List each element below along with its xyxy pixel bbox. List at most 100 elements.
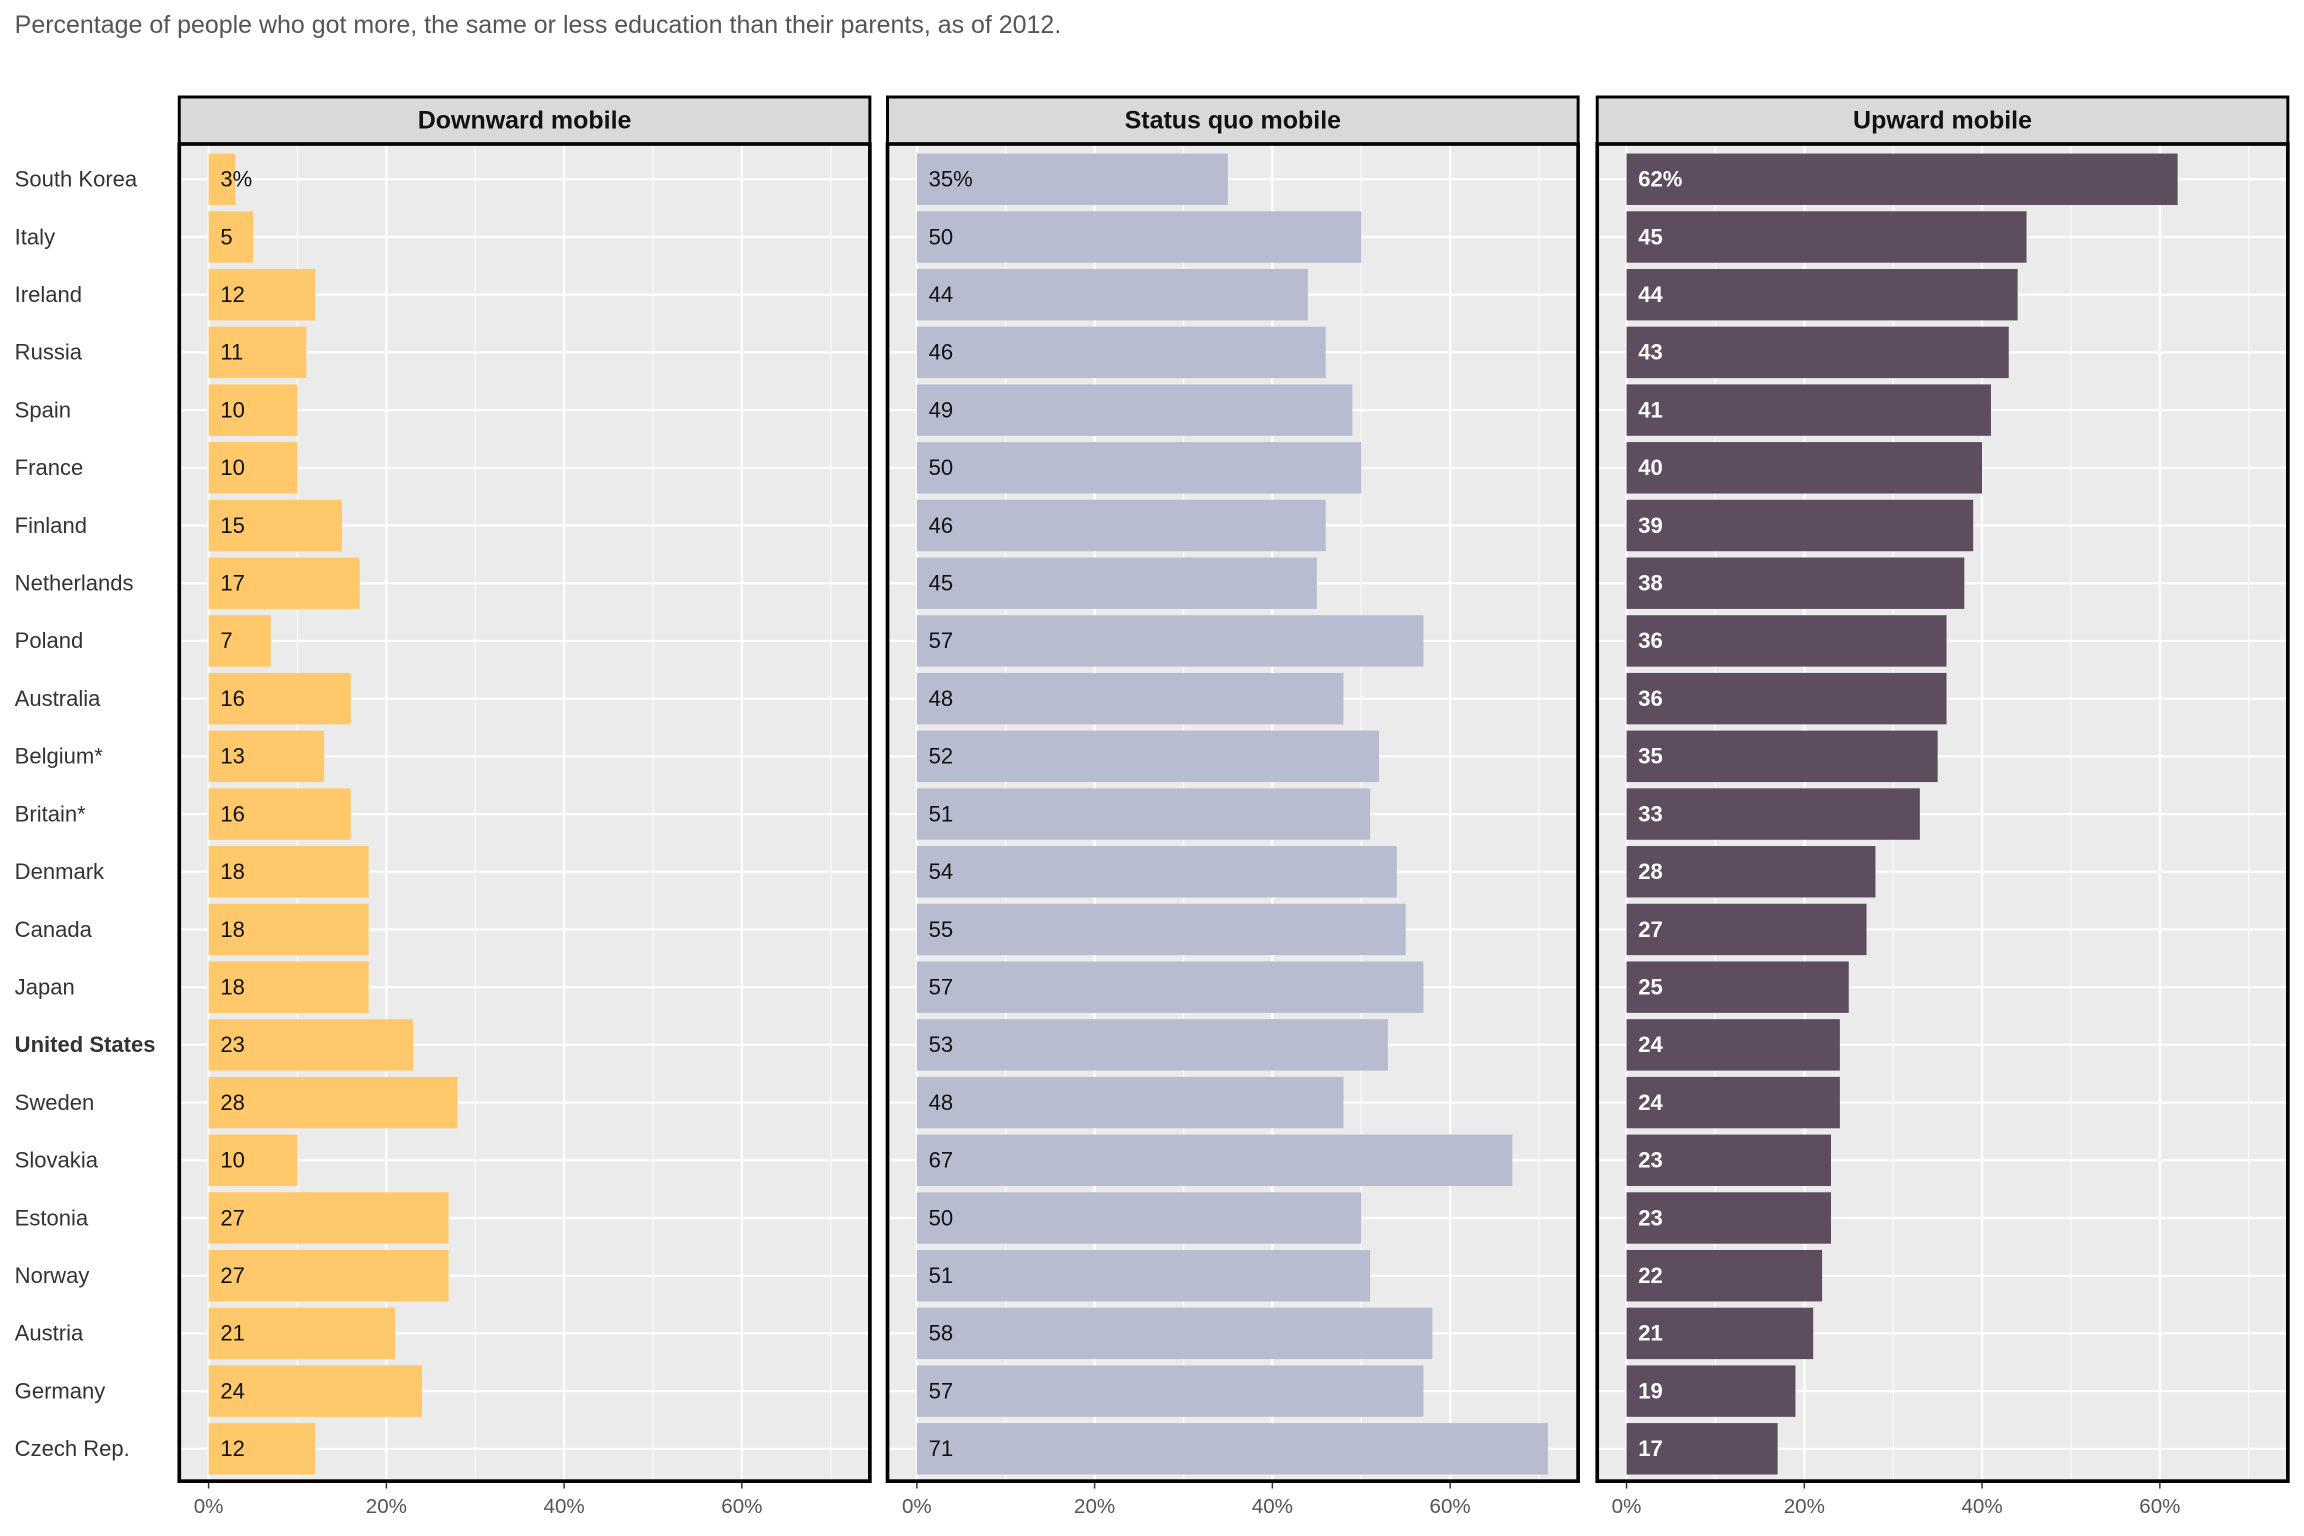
- bar: [1626, 615, 1947, 667]
- category-label: Norway: [15, 1263, 90, 1288]
- value-label: 35: [1638, 744, 1663, 769]
- x-tick-label: 40%: [1252, 1495, 1293, 1518]
- bar: [1626, 1307, 1814, 1360]
- value-label: 58: [929, 1321, 954, 1346]
- value-label: 16: [220, 801, 245, 826]
- panel-title: Downward mobile: [418, 107, 632, 135]
- value-label: 23: [1638, 1205, 1663, 1230]
- bar: [916, 211, 1362, 263]
- category-label: France: [15, 455, 84, 480]
- chart-title: Percentage of people who got more, the s…: [15, 11, 1062, 39]
- category-label: Slovakia: [15, 1148, 99, 1173]
- bar: [1626, 1365, 1796, 1417]
- value-label: 10: [220, 455, 245, 480]
- bar: [208, 1019, 414, 1071]
- bar: [916, 1307, 1433, 1360]
- x-tick-label: 20%: [366, 1495, 407, 1518]
- strip: [177, 95, 872, 146]
- bar: [208, 615, 271, 667]
- bar: [1626, 326, 2009, 379]
- value-label: 48: [929, 1090, 954, 1115]
- value-label: 27: [220, 1205, 245, 1230]
- bar: [1626, 961, 1849, 1013]
- value-label: 18: [220, 974, 245, 999]
- bar: [916, 268, 1308, 321]
- category-label: South Korea: [15, 167, 138, 192]
- value-label: 21: [220, 1321, 245, 1346]
- value-label: 45: [929, 571, 954, 596]
- bar: [208, 1423, 316, 1475]
- value-label: 15: [220, 513, 245, 538]
- value-label: 10: [220, 397, 245, 422]
- bar: [1626, 672, 1947, 725]
- value-label: 21: [1638, 1321, 1663, 1346]
- panel-border: [177, 142, 872, 1483]
- bar: [916, 384, 1353, 436]
- category-label: Czech Rep.: [15, 1436, 130, 1461]
- bar: [1626, 788, 1920, 840]
- bar: [208, 846, 369, 898]
- bar: [208, 788, 351, 840]
- bar: [1626, 1249, 1823, 1302]
- panel-border: [1595, 142, 2290, 1483]
- strip: [886, 95, 1580, 146]
- bar: [916, 672, 1344, 725]
- category-label: United States: [15, 1032, 156, 1057]
- panel-title: Upward mobile: [1853, 107, 2032, 135]
- bar: [208, 384, 298, 436]
- bar: [208, 499, 342, 552]
- bar: [1626, 1019, 1840, 1071]
- category-label: Italy: [15, 224, 55, 249]
- value-label: 11: [220, 340, 243, 365]
- bar: [916, 499, 1326, 552]
- value-label: 54: [929, 859, 954, 884]
- category-label: Japan: [15, 974, 75, 999]
- panel-title: Status quo mobile: [1125, 107, 1342, 135]
- value-label: 57: [929, 974, 954, 999]
- value-label: 57: [929, 1378, 954, 1403]
- category-label: Poland: [15, 628, 84, 653]
- bar: [916, 1249, 1371, 1302]
- category-label: Spain: [15, 397, 71, 422]
- value-label: 18: [220, 859, 245, 884]
- category-label: Russia: [15, 340, 83, 365]
- value-label: 67: [929, 1148, 954, 1173]
- bar: [916, 1076, 1344, 1129]
- value-label: 12: [220, 1436, 245, 1461]
- bar: [916, 557, 1317, 609]
- value-label: 48: [929, 686, 954, 711]
- value-label: 49: [929, 397, 954, 422]
- value-label: 43: [1638, 340, 1663, 365]
- value-label: 44: [929, 282, 954, 307]
- bar: [1626, 903, 1867, 956]
- category-label: Canada: [15, 917, 93, 942]
- value-label: 23: [220, 1032, 245, 1057]
- value-label: 24: [1638, 1032, 1663, 1057]
- panel-border: [885, 142, 1580, 1483]
- bar: [208, 1076, 458, 1129]
- value-label: 25: [1638, 974, 1663, 999]
- strip: [1595, 95, 2290, 146]
- value-label: 27: [220, 1263, 245, 1288]
- value-label: 44: [1638, 282, 1663, 307]
- bar: [208, 326, 307, 379]
- value-label: 33: [1638, 801, 1663, 826]
- value-label: 16: [220, 686, 245, 711]
- bar: [208, 557, 360, 609]
- bar: [916, 903, 1406, 956]
- value-label: 17: [220, 571, 245, 596]
- value-label: 7: [220, 628, 232, 653]
- value-label: 50: [929, 1205, 954, 1230]
- bar: [916, 326, 1326, 379]
- category-label: Ireland: [15, 282, 82, 307]
- bar: [1626, 1192, 1831, 1244]
- value-label: 53: [929, 1032, 954, 1057]
- bar: [208, 730, 325, 783]
- bar: [208, 211, 254, 263]
- x-tick-label: 60%: [721, 1495, 762, 1518]
- bar: [916, 961, 1424, 1013]
- bar: [208, 961, 369, 1013]
- x-tick-label: 40%: [544, 1495, 585, 1518]
- category-label: Britain*: [15, 801, 86, 826]
